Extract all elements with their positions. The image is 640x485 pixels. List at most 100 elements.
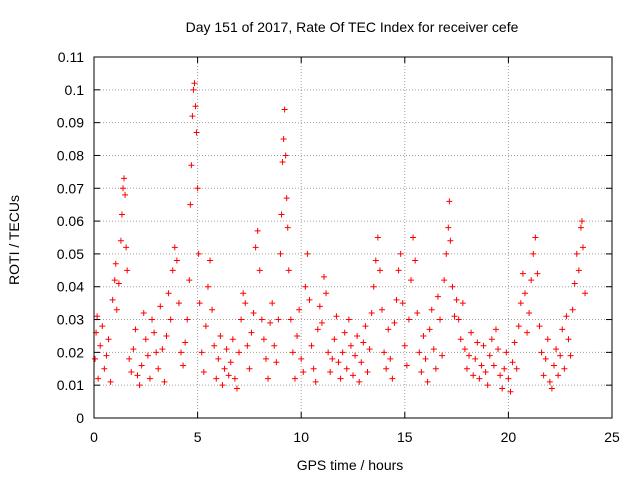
- data-point: [159, 346, 166, 353]
- data-point: [192, 103, 199, 110]
- data-point: [521, 290, 528, 297]
- x-tick-label: 25: [604, 429, 620, 445]
- data-point: [538, 349, 545, 356]
- data-point: [414, 309, 421, 316]
- data-point: [503, 349, 510, 356]
- data-point: [418, 369, 425, 376]
- data-point: [134, 372, 141, 379]
- data-point: [260, 336, 267, 343]
- data-point: [376, 267, 383, 274]
- data-point: [383, 365, 390, 372]
- data-point: [314, 326, 321, 333]
- data-point: [269, 300, 276, 307]
- plot-frame: [93, 56, 613, 419]
- data-point: [167, 316, 174, 323]
- y-tick-label: 0.1: [65, 82, 85, 98]
- data-point: [501, 365, 508, 372]
- data-point: [262, 355, 269, 362]
- data-point: [368, 309, 375, 316]
- data-point: [422, 355, 429, 362]
- data-point: [403, 362, 410, 369]
- data-point: [195, 250, 202, 257]
- data-point: [530, 250, 537, 257]
- data-point: [513, 365, 520, 372]
- data-point: [385, 326, 392, 333]
- data-point: [341, 329, 348, 336]
- data-point: [204, 283, 211, 290]
- data-point: [573, 250, 580, 257]
- data-point: [550, 362, 557, 369]
- y-tick-label: 0.06: [57, 213, 84, 229]
- data-point: [412, 257, 419, 264]
- chart-title: Day 151 of 2017, Rate Of TEC Index for r…: [186, 19, 519, 35]
- data-point: [534, 270, 541, 277]
- data-point: [187, 201, 194, 208]
- data-point: [117, 237, 124, 244]
- data-point: [215, 355, 222, 362]
- data-point: [579, 244, 586, 251]
- data-point: [470, 372, 477, 379]
- data-point: [184, 316, 191, 323]
- data-point: [499, 385, 506, 392]
- data-point: [478, 362, 485, 369]
- data-point: [122, 191, 129, 198]
- data-point: [480, 342, 487, 349]
- data-point: [488, 336, 495, 343]
- data-point: [113, 306, 120, 313]
- data-point: [546, 378, 553, 385]
- data-point: [360, 339, 367, 346]
- x-tick-label: 20: [501, 429, 517, 445]
- data-point: [542, 355, 549, 362]
- data-point: [182, 339, 189, 346]
- data-point: [138, 362, 145, 369]
- y-tick-label: 0.03: [57, 312, 84, 328]
- data-point: [339, 349, 346, 356]
- data-point: [393, 296, 400, 303]
- data-point: [463, 365, 470, 372]
- data-point: [449, 283, 456, 290]
- x-tick-label: 0: [90, 429, 98, 445]
- data-point: [381, 349, 388, 356]
- data-point: [202, 323, 209, 330]
- data-point: [399, 300, 406, 307]
- data-point: [118, 211, 125, 218]
- data-point: [130, 346, 137, 353]
- data-point: [252, 244, 259, 251]
- data-point: [242, 300, 249, 307]
- data-point: [207, 257, 214, 264]
- data-point: [238, 316, 245, 323]
- data-point: [366, 346, 373, 353]
- x-tick-label: 15: [397, 429, 413, 445]
- data-point: [279, 159, 286, 166]
- data-point: [451, 313, 458, 320]
- data-point: [567, 352, 574, 359]
- data-point: [318, 319, 325, 326]
- data-point: [517, 300, 524, 307]
- data-point: [157, 303, 164, 310]
- data-point: [312, 378, 319, 385]
- data-point: [472, 355, 479, 362]
- data-point: [298, 355, 305, 362]
- y-tick-label: 0: [76, 410, 84, 426]
- data-point: [161, 378, 168, 385]
- data-point: [294, 332, 301, 339]
- data-point: [372, 257, 379, 264]
- data-point: [337, 375, 344, 382]
- data-point: [258, 316, 265, 323]
- data-point: [283, 195, 290, 202]
- data-point: [142, 336, 149, 343]
- data-point: [291, 375, 298, 382]
- data-point: [426, 326, 433, 333]
- data-point: [495, 346, 502, 353]
- data-point: [277, 250, 284, 257]
- data-point: [171, 244, 178, 251]
- data-point: [231, 375, 238, 382]
- data-point: [461, 346, 468, 353]
- data-point: [180, 362, 187, 369]
- data-point: [420, 332, 427, 339]
- data-point: [109, 296, 116, 303]
- data-point: [364, 369, 371, 376]
- data-point: [153, 349, 160, 356]
- data-point: [278, 211, 285, 218]
